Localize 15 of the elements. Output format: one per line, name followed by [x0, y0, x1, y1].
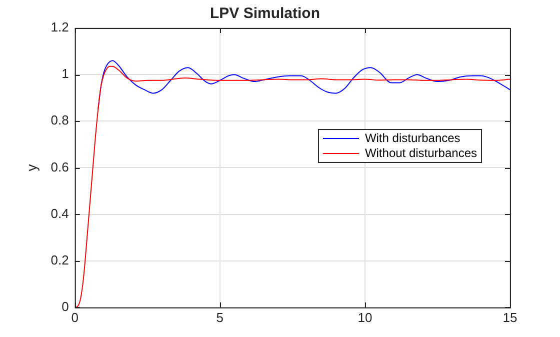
chart-title: LPV Simulation [210, 5, 320, 22]
y-tick-label: 1.2 [50, 20, 69, 35]
y-tick-label: 0 [62, 298, 69, 314]
y-tick-label: 0.6 [50, 159, 69, 174]
legend-label: With disturbances [364, 131, 460, 146]
x-tick-label: 5 [216, 310, 224, 325]
y-tick-label: 0.4 [50, 206, 69, 221]
y-tick-label: 1 [62, 66, 69, 82]
y-tick-label: 0.2 [50, 252, 69, 268]
y-tick-label: 0.8 [50, 112, 69, 128]
x-tick-label: 0 [71, 310, 78, 325]
y-axis-title: y [23, 164, 40, 172]
legend-label: Without disturbances [364, 146, 477, 160]
x-tick-label: 15 [502, 310, 518, 325]
x-tick-label: 10 [358, 310, 372, 325]
